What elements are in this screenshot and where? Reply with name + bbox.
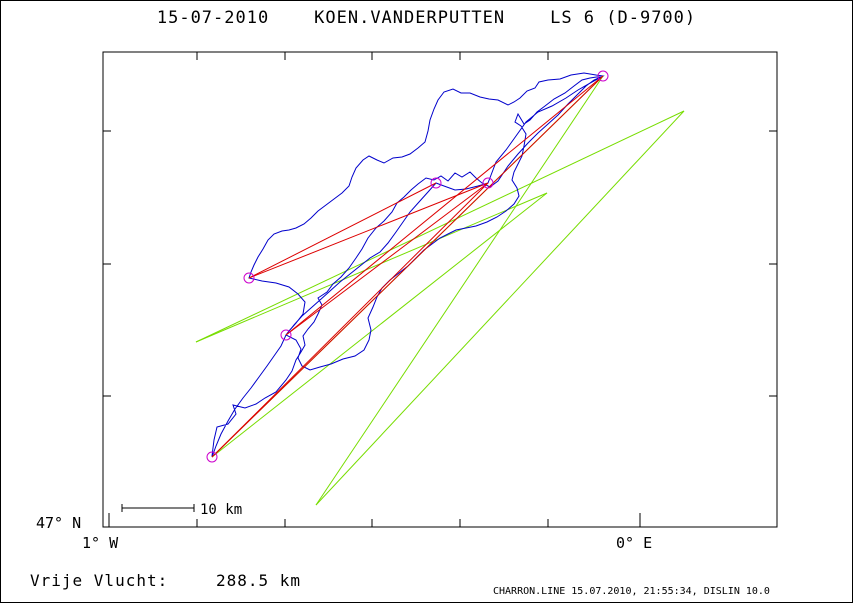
task-line-1 (211, 182, 489, 458)
task-line-4 (248, 182, 437, 279)
turnpoint-4 (280, 329, 292, 341)
flight-track (211, 72, 605, 458)
green-line-4 (195, 192, 548, 343)
turnpoint-5 (206, 451, 218, 463)
plot-frame (102, 51, 778, 528)
green-lines (195, 75, 685, 506)
turnpoint-0 (597, 70, 609, 82)
task-line-0 (211, 75, 604, 458)
scale-bar: 10 km (121, 502, 242, 518)
task-line-2 (285, 75, 604, 336)
green-line-1 (315, 75, 604, 506)
task-line-5 (285, 182, 489, 336)
green-line-5 (211, 192, 548, 458)
turnpoint-3 (243, 272, 255, 284)
y-axis-label: 47° N (36, 514, 82, 532)
footer-info: CHARRON.LINE 15.07.2010, 21:55:34, DISLI… (493, 586, 770, 597)
green-line-3 (195, 110, 685, 343)
chart-title: 15-07-2010 KOEN.VANDERPUTTEN LS 6 (D-970… (156, 8, 697, 28)
task-line-3 (248, 182, 489, 279)
axis-ticks (103, 52, 777, 527)
distance-value: 288.5 km (216, 571, 302, 590)
x-axis-label-right: 0° E (616, 534, 653, 552)
scale-bar-label: 10 km (200, 502, 242, 518)
x-axis-label-left: 1° W (82, 534, 119, 552)
turnpoint-2 (430, 177, 442, 189)
turnpoint-1 (482, 177, 494, 189)
distance-label: Vrije Vlucht: (30, 571, 169, 590)
turnpoints (206, 70, 609, 463)
task-lines (211, 75, 604, 458)
green-line-2 (315, 110, 685, 506)
